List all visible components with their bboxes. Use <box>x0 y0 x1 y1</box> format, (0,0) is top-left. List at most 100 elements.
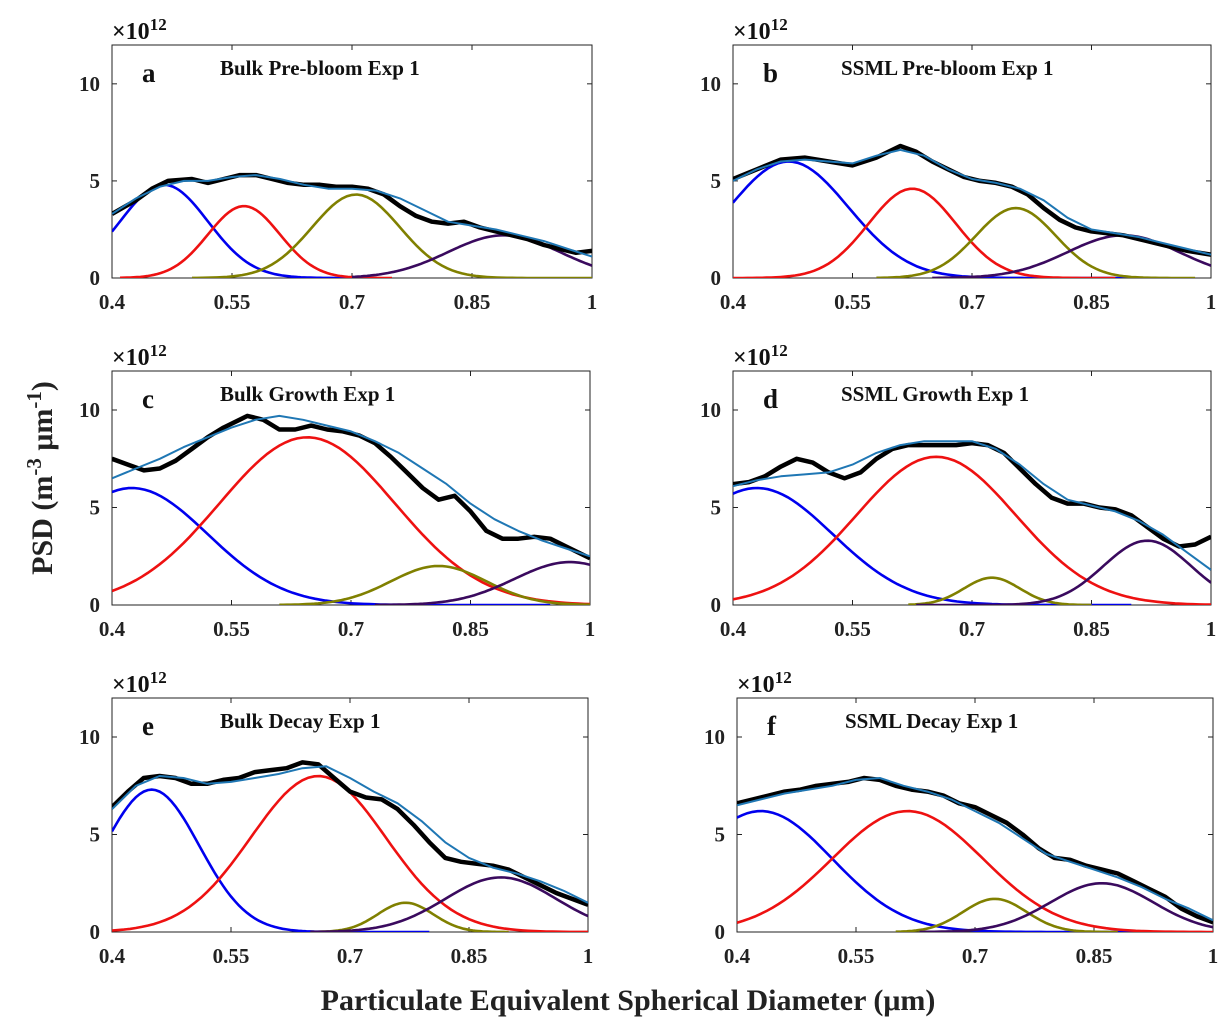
x-tick-label: 0.55 <box>834 290 871 314</box>
mode-3-curve <box>876 206 1196 278</box>
mode-3-curve <box>318 901 509 932</box>
y-axis-title-end: ) <box>26 381 59 391</box>
x-tick-label: 0.4 <box>99 290 126 314</box>
x-tick-label: 0.85 <box>452 617 489 641</box>
y-axis-title-mid: μm <box>26 409 59 459</box>
x-tick-label: 0.55 <box>213 944 250 968</box>
y-tick-label: 0 <box>711 593 722 617</box>
fitted-psd-line <box>733 440 1211 571</box>
x-tick-label: 0.4 <box>99 617 126 641</box>
x-tick-label: 1 <box>583 944 594 968</box>
fitted-psd-line <box>112 765 588 904</box>
panel-title: Bulk Pre-bloom Exp 1 <box>220 56 420 80</box>
y-exponent-base: ×10 <box>733 19 771 45</box>
mode-3-curve <box>895 897 1118 932</box>
plot-area <box>733 143 1211 278</box>
x-tick-label: 0.85 <box>451 944 488 968</box>
mode-3-curve <box>908 576 1092 605</box>
plot-frame <box>732 370 1212 606</box>
x-tick-label: 1 <box>587 290 598 314</box>
panel-letter: f <box>767 711 777 741</box>
y-exponent-base: ×10 <box>112 19 150 45</box>
mode-4-curve <box>932 234 1211 278</box>
mode-4-curve <box>919 881 1213 932</box>
measured-psd-line <box>737 775 1213 925</box>
y-exponent-label: ×1012 <box>112 341 167 371</box>
fitted-psd-line <box>737 777 1213 922</box>
y-exponent-power: 12 <box>771 15 788 34</box>
y-exponent-label: ×1012 <box>112 15 167 45</box>
measured-psd-line <box>112 760 588 907</box>
x-axis-title: Particulate Equivalent Spherical Diamete… <box>321 984 936 1017</box>
mode-1-curve <box>112 486 551 605</box>
measured-psd-line <box>112 413 590 561</box>
x-tick-label: 1 <box>1206 290 1217 314</box>
y-exponent-power: 12 <box>150 15 167 34</box>
mode-2-curve <box>737 809 1213 932</box>
mode-3-curve <box>192 193 592 278</box>
x-tick-label: 0.55 <box>214 290 251 314</box>
plot-area <box>112 172 592 278</box>
mode-3-curve <box>279 564 590 605</box>
x-tick-label: 1 <box>585 617 596 641</box>
y-tick-label: 0 <box>715 920 726 944</box>
x-tick-label: 0.85 <box>454 290 491 314</box>
x-tick-label: 0.7 <box>337 944 363 968</box>
x-tick-label: 0.85 <box>1073 290 1110 314</box>
y-exponent-power: 12 <box>150 668 167 687</box>
x-tick-label: 0.55 <box>213 617 250 641</box>
y-axis-title: PSD (m-3 μm-1) <box>22 381 59 575</box>
x-tick-label: 0.85 <box>1076 944 1113 968</box>
panel-letter: a <box>142 58 156 88</box>
x-tick-label: 1 <box>1208 944 1219 968</box>
y-tick-label: 5 <box>90 496 101 520</box>
x-tick-label: 0.55 <box>834 617 871 641</box>
mode-2-curve <box>733 455 1211 605</box>
y-tick-label: 0 <box>711 266 722 290</box>
panel-title: SSML Pre-bloom Exp 1 <box>841 56 1054 80</box>
y-exponent-power: 12 <box>775 668 792 687</box>
x-tick-label: 0.4 <box>720 290 747 314</box>
mode-2-curve <box>119 204 392 278</box>
y-tick-label: 5 <box>711 169 722 193</box>
y-tick-label: 10 <box>79 72 100 96</box>
y-exponent-base: ×10 <box>737 672 775 698</box>
y-tick-label: 10 <box>700 72 721 96</box>
x-tick-label: 0.4 <box>720 617 747 641</box>
plot-area <box>112 760 588 932</box>
x-tick-label: 0.4 <box>99 944 126 968</box>
y-tick-label: 5 <box>711 496 722 520</box>
y-exponent-label: ×1012 <box>733 341 788 371</box>
plot-area <box>733 440 1211 605</box>
x-tick-label: 0.7 <box>962 944 988 968</box>
x-tick-label: 0.7 <box>339 290 365 314</box>
plot-area <box>737 775 1213 932</box>
fitted-psd-line <box>112 174 592 258</box>
panel-letter: c <box>142 384 154 414</box>
panel-title: Bulk Growth Exp 1 <box>220 382 395 406</box>
x-tick-label: 0.85 <box>1073 617 1110 641</box>
y-tick-label: 5 <box>90 169 101 193</box>
y-axis-title-sup1: -3 <box>22 458 46 476</box>
mode-1-curve <box>112 183 368 278</box>
x-tick-label: 0.55 <box>838 944 875 968</box>
y-tick-label: 10 <box>704 725 725 749</box>
mode-1-curve <box>733 486 1132 605</box>
panel-letter: e <box>142 711 154 741</box>
mode-2-curve <box>112 774 588 932</box>
y-tick-label: 10 <box>700 398 721 422</box>
y-exponent-base: ×10 <box>112 345 150 371</box>
y-tick-label: 5 <box>715 823 726 847</box>
mode-4-curve <box>374 560 590 605</box>
y-exponent-power: 12 <box>771 341 788 360</box>
y-tick-label: 10 <box>79 398 100 422</box>
mode-4-curve <box>351 234 592 278</box>
y-exponent-label: ×1012 <box>733 15 788 45</box>
y-tick-label: 5 <box>90 823 101 847</box>
y-exponent-label: ×1012 <box>737 668 792 698</box>
mode-4-curve <box>916 539 1211 605</box>
plot-frame <box>111 370 591 606</box>
